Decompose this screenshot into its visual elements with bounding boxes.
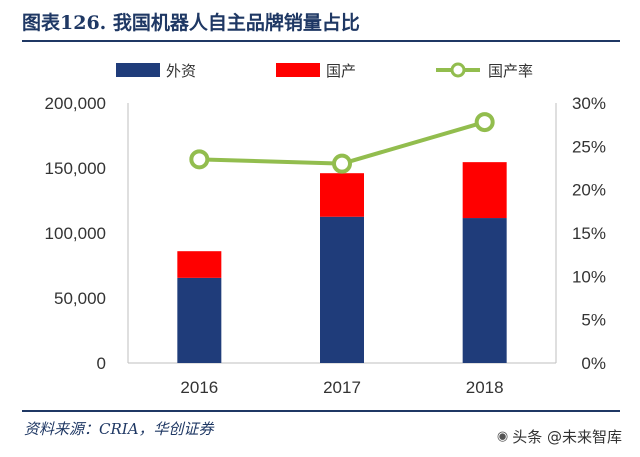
y2-tick-label: 15% [572, 224, 606, 243]
y-tick-label: 150,000 [45, 159, 106, 178]
chart: 外资 国产 国产率 0 50,000 100,000 150,000 200,000 0%… [0, 0, 640, 410]
x-tick-label: 2016 [180, 378, 218, 397]
y-tick-label: 100,000 [45, 224, 106, 243]
ratio-marker [334, 156, 350, 172]
bar-foreign [463, 218, 507, 363]
bar-domestic [320, 173, 364, 217]
legend-swatch-domestic [276, 63, 320, 77]
ratio-marker [477, 114, 493, 130]
legend: 外资 国产 国产率 [116, 62, 533, 80]
watermark-text: 头条 @未来智库 [512, 426, 622, 447]
bar-foreign [320, 217, 364, 363]
y2-tick-label: 0% [581, 354, 606, 373]
y2-tick-label: 20% [572, 181, 606, 200]
legend-label-domestic: 国产 [326, 62, 356, 80]
y-tick-label: 200,000 [45, 94, 106, 113]
x-tick-label: 2018 [466, 378, 504, 397]
legend-label-ratio: 国产率 [488, 62, 533, 80]
x-tick-label: 2017 [323, 378, 361, 397]
y-tick-label: 50,000 [54, 289, 106, 308]
bar-foreign [177, 278, 221, 363]
y2-tick-label: 5% [581, 311, 606, 330]
footer-rule [22, 410, 620, 412]
y2-tick-label: 10% [572, 267, 606, 286]
camera-icon: ◉ [497, 429, 508, 444]
ratio-marker [191, 151, 207, 167]
watermark: ◉ 头条 @未来智库 [497, 426, 622, 447]
bar-domestic [177, 251, 221, 278]
bar-domestic [463, 162, 507, 218]
legend-swatch-foreign [116, 63, 160, 77]
legend-marker-ratio [452, 64, 464, 76]
y-tick-label: 0 [97, 354, 106, 373]
y2-tick-label: 25% [572, 137, 606, 156]
source-note: 资料来源：CRIA，华创证券 [24, 418, 214, 439]
y2-tick-label: 30% [572, 94, 606, 113]
legend-label-foreign: 外资 [166, 62, 196, 80]
